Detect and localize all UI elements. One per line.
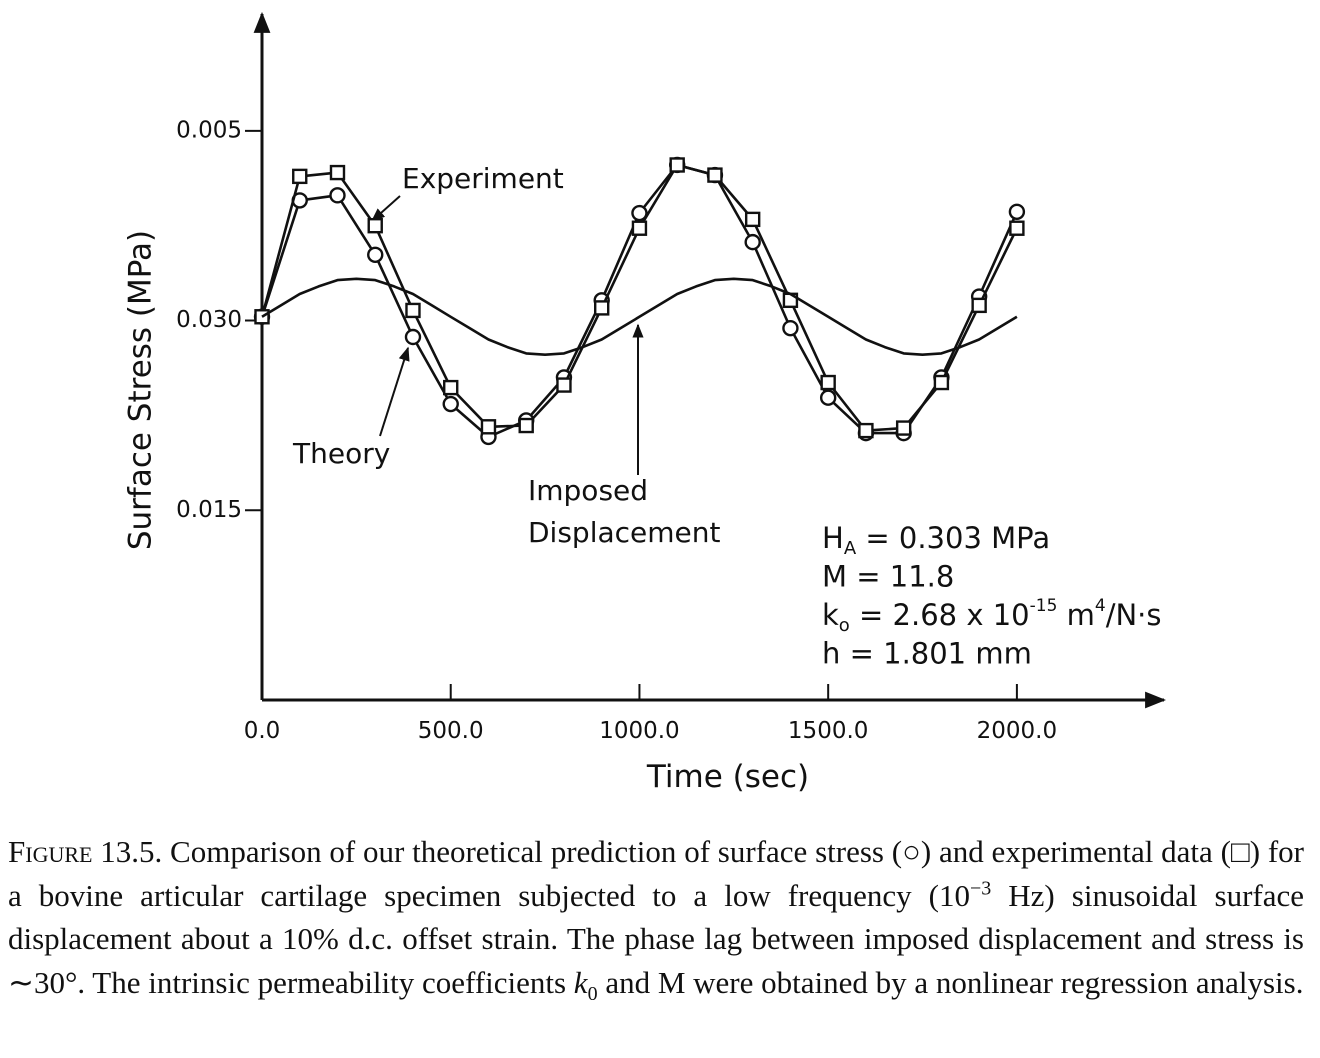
theory-point <box>744 233 761 251</box>
parameter-part: h = 1.801 mm <box>822 637 1032 671</box>
caption-text: and M were obtained by a nonlinear regre… <box>597 964 1304 1000</box>
series-line <box>261 277 1018 356</box>
parameter-line: h = 1.801 mm <box>822 637 1032 671</box>
y-axis-title: Surface Stress (MPa) <box>123 230 159 550</box>
parameter-part: m <box>1057 598 1094 632</box>
parameter-part: H <box>822 521 844 555</box>
parameter-part: M = 11.8 <box>822 560 954 594</box>
theory-point <box>367 246 384 263</box>
experiment-point <box>971 297 987 314</box>
caption-text: Comparison of our theoretical prediction… <box>8 834 1304 913</box>
parameter-part: k <box>822 598 839 632</box>
experiment-point <box>895 420 912 436</box>
y-tick-label: 0.015 <box>176 497 242 523</box>
experiment-point <box>405 302 421 319</box>
parameter-part: = 0.303 MPa <box>856 521 1050 555</box>
experiment-point <box>631 220 648 236</box>
label-line: Imposed <box>528 474 648 507</box>
label-line: Displacement <box>528 516 721 549</box>
y-tick-label: 0.005 <box>176 117 242 143</box>
x-tick-label: 1000.0 <box>599 718 679 744</box>
experiment-point <box>480 419 497 435</box>
experiment-point <box>707 167 723 183</box>
experiment-point <box>556 377 572 393</box>
caption-label: Figure 13.5. <box>8 834 163 869</box>
experiment-point <box>744 211 761 228</box>
parameter-part: A <box>844 538 857 559</box>
theory-point <box>819 389 837 406</box>
x-tick-label: 500.0 <box>418 718 484 744</box>
x-tick-label: 0.0 <box>244 718 281 744</box>
theory-point <box>1008 203 1026 220</box>
theory-point <box>404 328 422 346</box>
experiment-point <box>669 157 685 173</box>
y-tick-label: 0.030 <box>176 307 242 333</box>
parameter-line: ko = 2.68 x 10-15 m4/N·s <box>822 596 1162 636</box>
experiment-point <box>292 168 308 185</box>
annotation-arrow <box>379 346 410 437</box>
experiment-point <box>518 417 534 434</box>
caption-sub: 0 <box>587 982 598 1005</box>
parameter-part: -15 <box>1030 596 1058 616</box>
caption-text: Hz) sinusoidal surface displacement abou… <box>8 877 1304 1000</box>
experiment-point <box>443 379 459 396</box>
experiment-point <box>329 164 346 181</box>
theory-point <box>631 204 648 222</box>
chart: Surface Stress (MPa) Time (sec) Experime… <box>123 11 1167 795</box>
x-tick-label: 1500.0 <box>788 718 868 744</box>
series-line <box>260 163 1019 432</box>
imposed-label: Imposed Displacement <box>528 474 721 549</box>
experiment-point <box>594 300 610 316</box>
experiment-point <box>367 217 383 234</box>
parameter-part: /N·s <box>1106 598 1162 632</box>
parameter-line: HA = 0.303 MPa <box>822 521 1050 559</box>
theory-point <box>442 395 459 413</box>
caption-sup: −3 <box>969 877 992 900</box>
parameter-part: 4 <box>1095 596 1106 616</box>
x-axis-title: Time (sec) <box>646 759 809 795</box>
parameter-part: o <box>839 615 850 636</box>
caption: Figure 13.5. Comparison of our theoretic… <box>8 830 1304 1004</box>
parameter-part: = 2.68 x 10 <box>850 598 1030 632</box>
theory-label: Theory <box>292 437 390 470</box>
x-tick-label: 2000.0 <box>977 718 1057 744</box>
theory-point <box>329 187 346 204</box>
caption-italic: k <box>573 964 588 1000</box>
experiment-label: Experiment <box>402 162 564 195</box>
annotation-arrow <box>370 195 401 222</box>
experiment-point <box>1009 220 1025 236</box>
experiment-point <box>820 374 836 391</box>
experiment-point <box>858 422 874 439</box>
parameter-line: M = 11.8 <box>822 560 954 594</box>
experiment-point <box>933 374 950 391</box>
theory-point <box>782 319 799 337</box>
